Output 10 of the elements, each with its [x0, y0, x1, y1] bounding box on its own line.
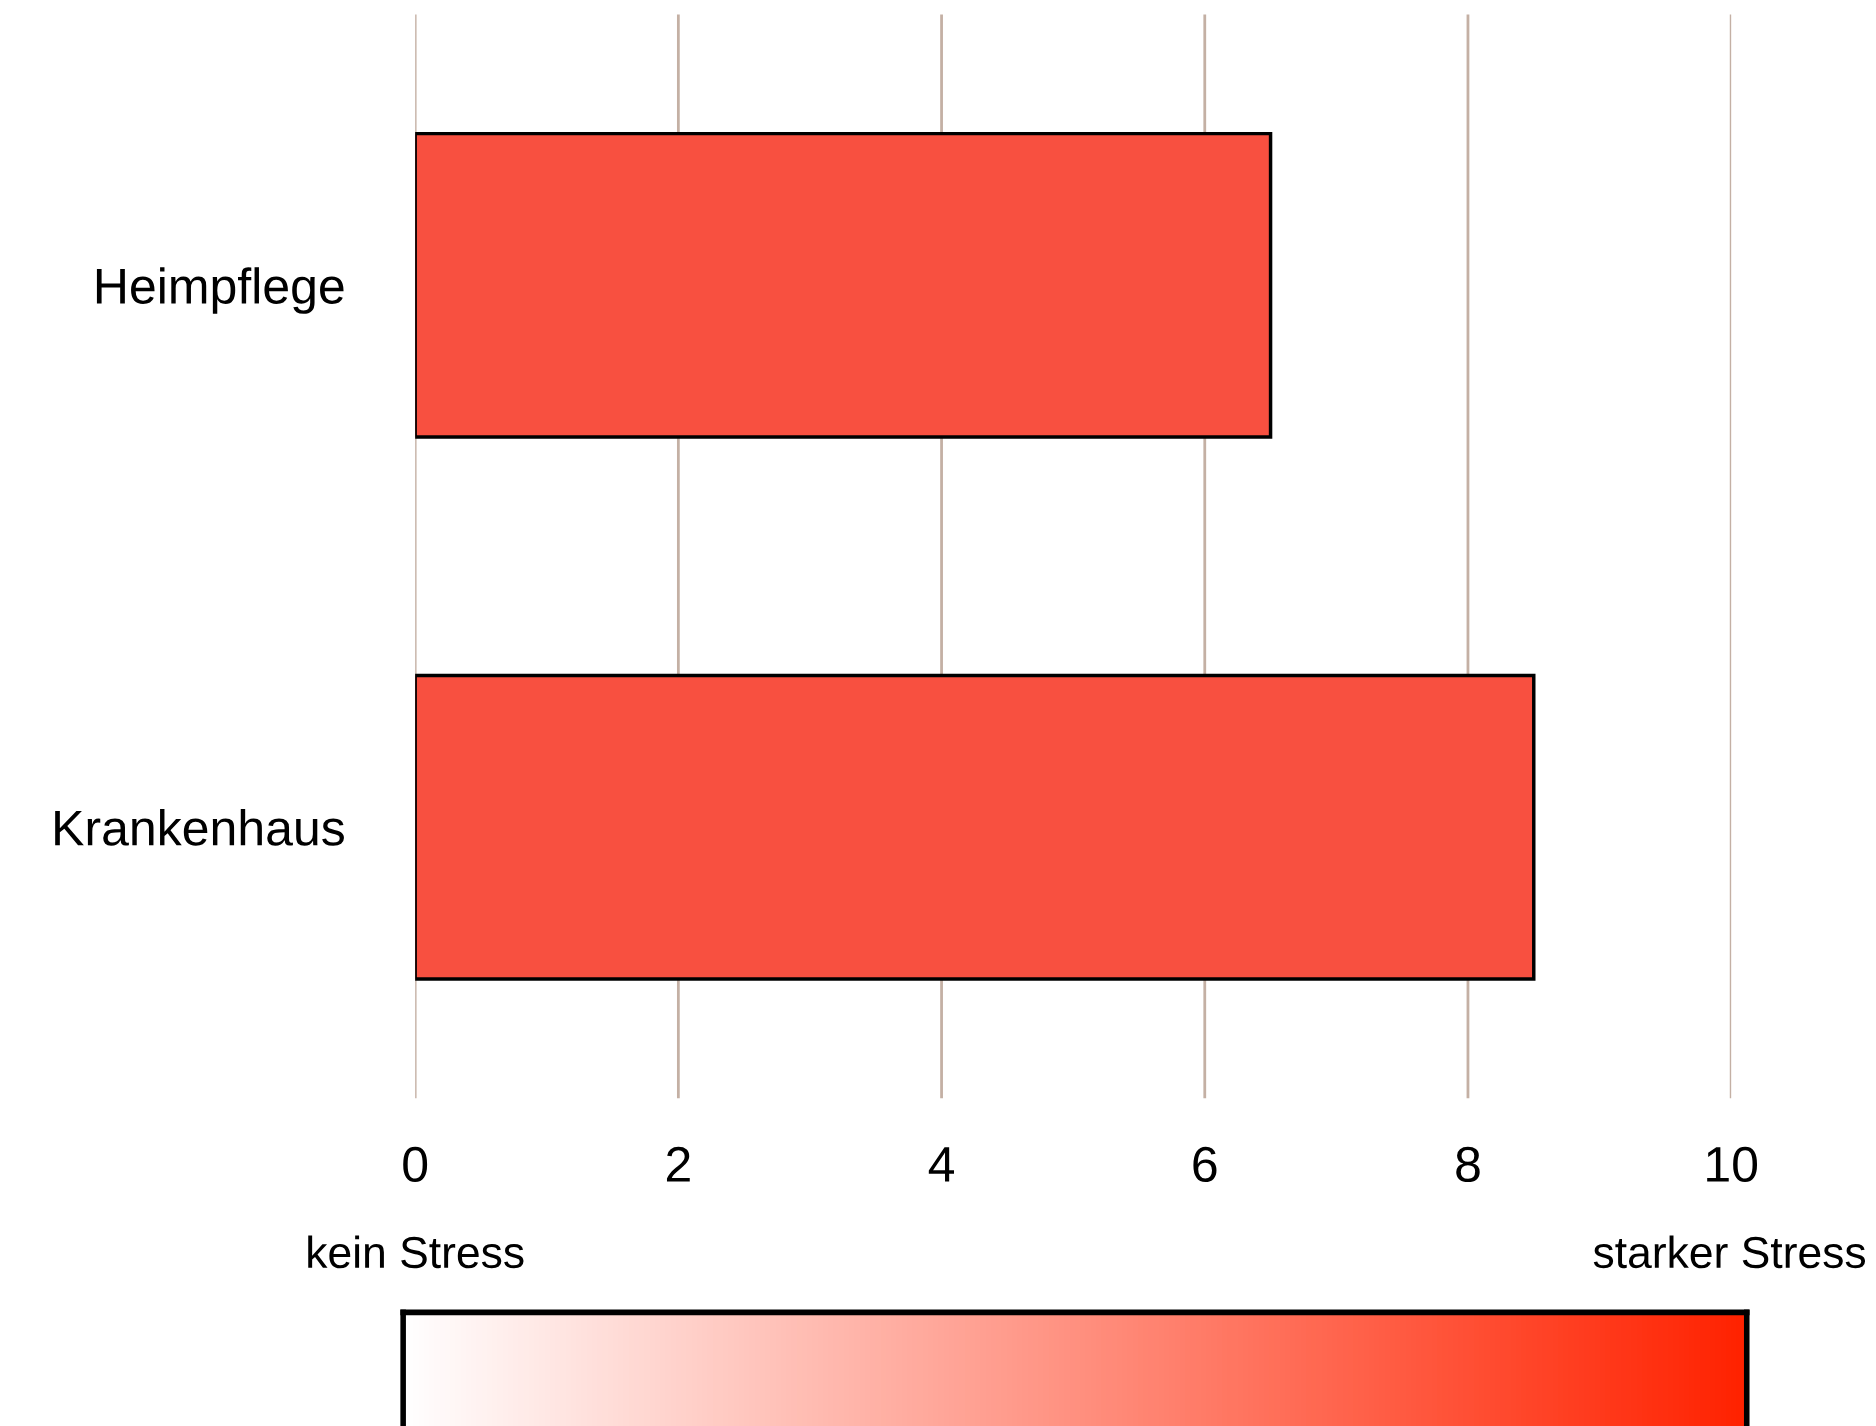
x-tick-label: 0: [403, 1146, 428, 1183]
text: kein Stress: [308, 1235, 524, 1269]
x-tick-label: 4: [928, 1147, 955, 1182]
x-tick-label: 6: [1193, 1146, 1217, 1183]
text: starker Stress: [1593, 1235, 1866, 1269]
y-tick-label: Heimpflege: [96, 267, 344, 314]
x-tick-label: 10: [1707, 1146, 1758, 1183]
x-tick-label: 8: [1456, 1146, 1480, 1183]
y-tick-label: Krankenhaus: [55, 809, 344, 846]
x-tick-label: 2: [666, 1146, 690, 1182]
